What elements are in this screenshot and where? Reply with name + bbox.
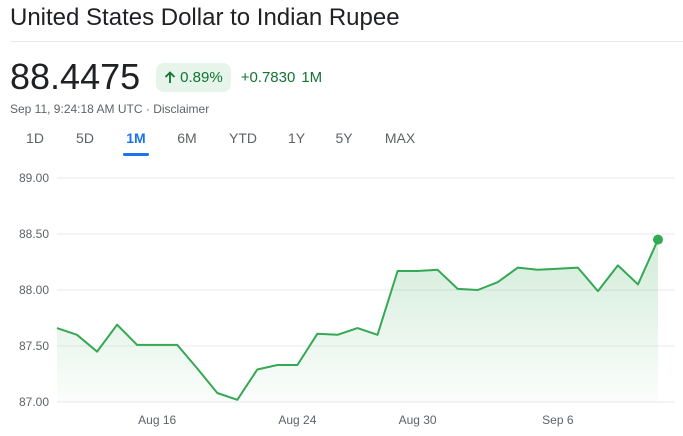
latest-point[interactable] [653,234,663,245]
arrow-up-icon [165,70,176,83]
tab-1y[interactable]: 1Y [288,130,306,146]
y-tick-label: 88.00 [19,283,49,297]
tab-6m[interactable]: 6M [177,130,197,146]
change-percent-badge: 0.89% [156,62,231,92]
tab-1d[interactable]: 1D [26,130,44,146]
y-tick-label: 87.00 [19,395,49,409]
current-price: 88.4475 [10,56,141,97]
divider [10,41,683,42]
range-tabs: 1D 5D 1M 6M YTD 1Y 5Y MAX [10,128,416,156]
change-percent: 0.89% [180,68,223,86]
change-period: 1M [301,68,323,86]
price-line [56,239,659,401]
change-value: +0.7830 [240,68,296,86]
quote-row: 88.4475 0.89% +0.7830 1M [10,56,322,98]
tab-5d[interactable]: 5D [76,130,94,146]
page-title: United States Dollar to Indian Rupee [10,4,400,31]
meta-separator: · [145,102,150,116]
timestamp: Sep 11, 9:24:18 AM UTC [10,102,143,116]
tab-ytd[interactable]: YTD [229,130,257,146]
tab-1m[interactable]: 1M [123,128,149,156]
y-tick-label: 88.50 [19,227,49,241]
x-tick-label: Aug 30 [399,413,437,427]
y-tick-label: 89.00 [19,171,49,185]
tab-max[interactable]: MAX [384,130,416,146]
price-chart: 89.00 88.50 88.00 87.50 87.00 Aug 16 Aug 24 Au… [19,171,675,427]
quote-meta: Sep 11, 9:24:18 AM UTC · Disclaimer [10,102,209,116]
change-absolute: +0.7830 1M [241,69,322,86]
tab-5y[interactable]: 5Y [335,130,353,146]
x-tick-label: Aug 24 [278,413,316,427]
price-area [57,239,658,402]
disclaimer-link[interactable]: Disclaimer [153,102,210,116]
y-tick-label: 87.50 [19,339,49,353]
x-tick-label: Aug 16 [138,413,176,427]
x-tick-label: Sep 6 [542,413,574,427]
